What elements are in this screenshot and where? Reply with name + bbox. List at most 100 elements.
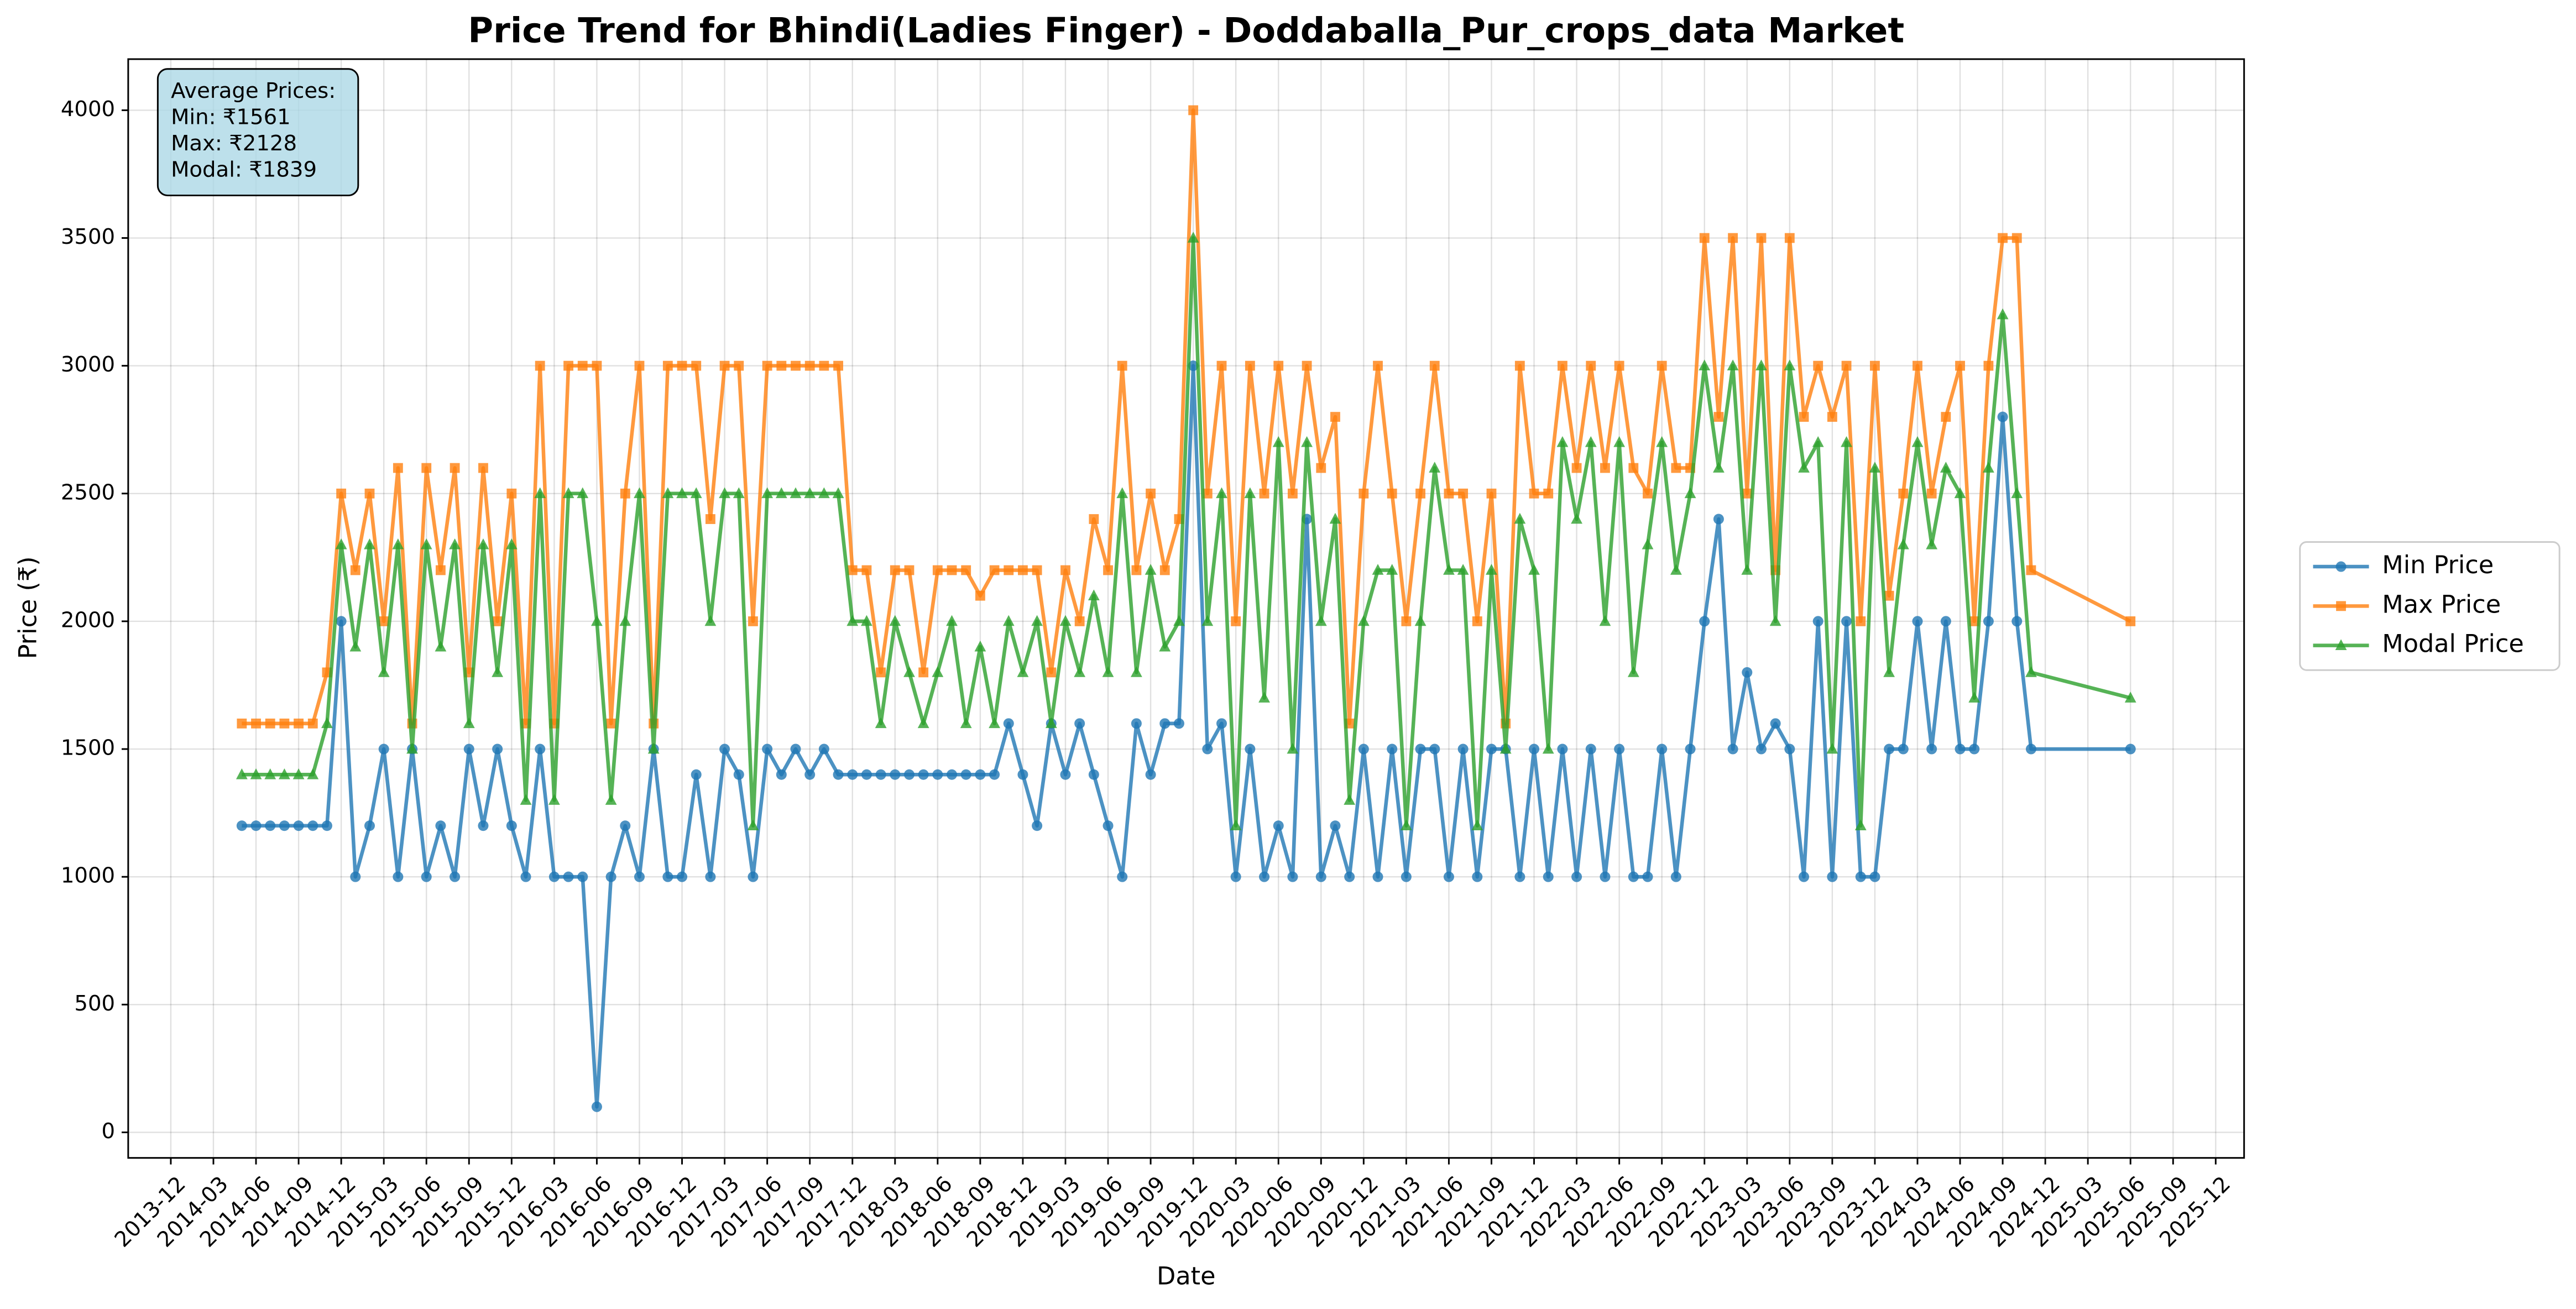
data-point	[1841, 616, 1852, 627]
data-point	[265, 820, 276, 831]
data-point	[790, 743, 801, 755]
data-point	[1444, 488, 1454, 499]
data-point	[264, 768, 276, 779]
data-point	[1997, 308, 2009, 320]
data-point	[1003, 718, 1014, 729]
data-point	[1713, 412, 1724, 422]
data-point	[1202, 743, 1213, 755]
data-point	[1188, 360, 1199, 371]
data-point	[1373, 360, 1383, 371]
data-point	[1940, 616, 1951, 627]
data-point	[1643, 488, 1653, 499]
data-point	[1415, 488, 1425, 499]
data-point	[946, 615, 958, 626]
data-point	[1955, 360, 1965, 371]
series-line	[242, 364, 2131, 1109]
data-point	[251, 718, 261, 729]
data-point	[1798, 462, 1810, 473]
data-point	[1870, 360, 1880, 371]
data-point	[279, 820, 290, 831]
data-point	[1188, 105, 1199, 116]
legend-marker	[2335, 561, 2347, 572]
data-point	[505, 538, 518, 549]
data-point	[2011, 616, 2023, 627]
data-point	[818, 487, 830, 499]
data-point	[1699, 359, 1711, 370]
data-point	[1983, 360, 1994, 371]
data-point	[975, 590, 985, 601]
data-point	[1258, 692, 1270, 703]
data-point	[1358, 488, 1369, 499]
data-point	[1102, 820, 1114, 831]
data-point	[662, 360, 673, 371]
data-point	[634, 871, 645, 882]
data-point	[1543, 871, 1554, 882]
data-point	[1315, 615, 1327, 626]
data-point	[1173, 615, 1185, 626]
data-point	[762, 743, 773, 755]
data-point	[321, 717, 333, 729]
data-point	[734, 360, 744, 371]
data-point	[691, 360, 702, 371]
data-point	[1998, 233, 2008, 243]
data-point	[577, 871, 588, 882]
data-point	[662, 487, 674, 499]
data-point	[2026, 565, 2036, 575]
data-point	[1997, 411, 2008, 422]
data-point	[1827, 871, 1838, 882]
data-point	[1713, 462, 1725, 473]
annotation-text: Average Prices:	[171, 78, 336, 103]
data-point	[1912, 616, 1923, 627]
data-point	[1940, 462, 1952, 473]
data-point	[605, 794, 617, 805]
data-point	[1202, 488, 1213, 499]
data-point	[1088, 589, 1100, 601]
data-point	[1004, 565, 1014, 575]
data-point	[364, 820, 375, 831]
data-point	[1032, 820, 1043, 831]
data-point	[1159, 640, 1171, 652]
data-point	[1671, 463, 1681, 473]
y-tick-label: 1000	[61, 863, 115, 888]
data-point	[1230, 871, 1241, 882]
data-point	[918, 667, 929, 678]
data-point	[1102, 666, 1114, 677]
data-point	[677, 360, 687, 371]
data-point	[294, 718, 304, 729]
data-point	[450, 463, 460, 473]
data-point	[1429, 462, 1441, 473]
data-point	[1657, 360, 1667, 371]
series-line	[242, 108, 2131, 726]
data-point	[1173, 718, 1184, 729]
data-point	[293, 820, 304, 831]
data-point	[819, 360, 829, 371]
data-point	[1146, 488, 1156, 499]
data-point	[506, 488, 517, 499]
data-point	[875, 769, 886, 780]
data-point	[975, 769, 986, 780]
data-point	[2011, 233, 2022, 243]
data-point	[393, 871, 404, 882]
data-point	[1159, 565, 1170, 575]
data-point	[903, 666, 915, 677]
data-point	[1216, 718, 1227, 729]
data-point	[1059, 615, 1072, 626]
data-point	[1245, 743, 1256, 755]
data-point	[1755, 743, 1767, 755]
legend-marker	[2336, 601, 2346, 611]
data-point	[1600, 463, 1610, 473]
data-point	[349, 640, 362, 652]
data-point	[237, 718, 247, 729]
data-point	[1273, 360, 1284, 371]
data-point	[677, 871, 688, 882]
data-point	[890, 565, 900, 575]
data-point	[1471, 819, 1483, 831]
data-point	[307, 768, 319, 779]
data-point	[932, 769, 943, 780]
data-point	[548, 871, 560, 882]
data-point	[1699, 233, 1710, 243]
data-point	[833, 360, 843, 371]
data-point	[1046, 667, 1057, 678]
data-point	[1969, 616, 1979, 626]
data-point	[947, 769, 958, 780]
